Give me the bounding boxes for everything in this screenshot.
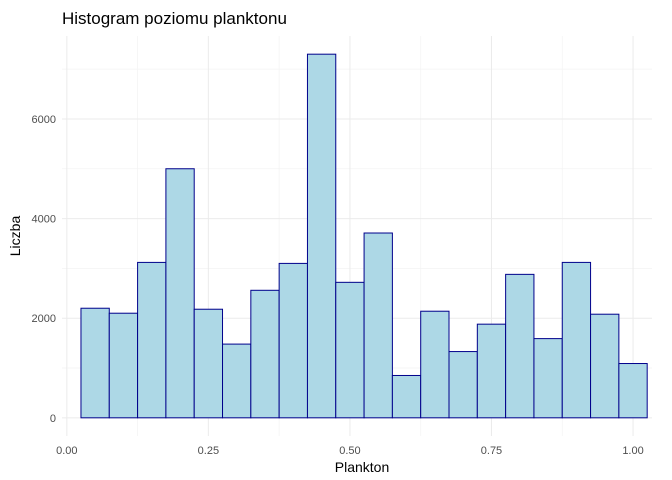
histogram-bar (448, 351, 478, 419)
chart-title: Histogram poziomu planktonu (62, 9, 287, 28)
histogram-bar (505, 273, 535, 419)
histogram-bar (476, 323, 507, 419)
histogram-bar (391, 374, 422, 419)
x-axis-ticks: 0.00 0.25 0.50 0.75 1.00 (56, 445, 644, 457)
x-axis-label: Plankton (335, 459, 389, 475)
x-tick-label: 0.50 (339, 445, 360, 457)
x-tick-label: 0.75 (481, 445, 502, 457)
y-tick-label: 4000 (32, 214, 56, 226)
histogram-bar (278, 262, 308, 419)
x-tick-label: 0.25 (198, 445, 219, 457)
x-tick-label: 1.00 (622, 445, 643, 457)
histogram-bar (590, 313, 620, 419)
histogram-bar (618, 363, 648, 419)
y-tick-label: 6000 (32, 114, 56, 126)
histogram-bar (137, 261, 167, 419)
y-axis-ticks: 0 2000 4000 6000 (32, 114, 56, 425)
histogram-bar (165, 168, 195, 419)
histogram-bar (561, 261, 592, 419)
histogram-bar (420, 310, 450, 419)
y-tick-label: 2000 (32, 313, 56, 325)
histogram-bar (193, 308, 224, 419)
histogram-bar (80, 307, 110, 419)
histogram-bar (363, 232, 393, 419)
histogram-bar (222, 343, 252, 419)
histogram-bar (108, 312, 139, 419)
histogram-bar (306, 53, 337, 419)
histogram-bars (80, 53, 648, 419)
histogram-bar (250, 289, 280, 419)
x-tick-label: 0.00 (56, 445, 77, 457)
y-tick-label: 0 (50, 413, 56, 425)
y-axis-label: Liczba (7, 216, 23, 257)
histogram-bar (335, 281, 365, 419)
histogram-bar (533, 338, 563, 419)
